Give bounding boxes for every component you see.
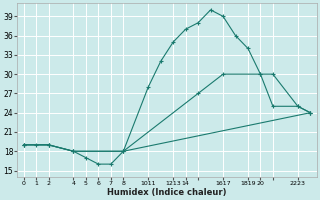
X-axis label: Humidex (Indice chaleur): Humidex (Indice chaleur) <box>107 188 227 197</box>
